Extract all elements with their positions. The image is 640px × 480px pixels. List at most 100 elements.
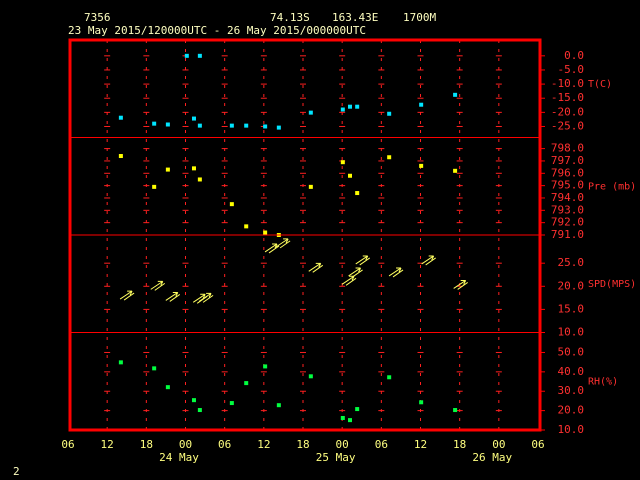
point (453, 168, 458, 173)
y-tick-label: 793.0 (551, 203, 584, 216)
page-number: 2 (13, 465, 20, 478)
point (165, 122, 170, 127)
point (197, 177, 202, 182)
point (348, 104, 352, 109)
y-tick-label: 10.0 (558, 326, 585, 339)
point (355, 104, 360, 109)
point (453, 92, 458, 97)
point (340, 415, 345, 420)
x-tick-label: 12 (414, 438, 427, 451)
y-axis-label: Pre (mb) (588, 181, 636, 192)
wind-arrow (308, 262, 324, 273)
y-tick-label: -5.0 (558, 63, 585, 76)
point (191, 116, 196, 121)
day-label: 26 May (472, 451, 512, 464)
point (197, 408, 202, 413)
x-tick-label: 06 (61, 438, 74, 451)
wind-arrow (192, 293, 208, 304)
x-tick-label: 00 (336, 438, 349, 451)
x-tick-label: 06 (531, 438, 544, 451)
y-tick-label: 791.0 (551, 228, 584, 241)
point (118, 115, 123, 120)
point (197, 123, 202, 128)
x-tick-label: 12 (257, 438, 270, 451)
wind-arrow (341, 275, 357, 286)
point (276, 403, 281, 408)
y-tick-label: 792.0 (551, 216, 584, 229)
point (244, 381, 249, 386)
y-tick-label: -15.0 (551, 91, 584, 104)
point (191, 398, 196, 403)
y-axis-label: RH(%) (588, 376, 618, 387)
wind-arrow (150, 280, 166, 291)
y-tick-label: 40.0 (558, 365, 585, 378)
frame (68, 38, 542, 432)
point (263, 230, 268, 235)
y-tick-label: 797.0 (551, 154, 584, 167)
station: 7356 (84, 11, 111, 24)
point (229, 401, 234, 406)
y-tick-label: 0.0 (564, 49, 584, 62)
wind-arrow (421, 255, 436, 266)
point (152, 366, 157, 371)
point (244, 224, 249, 229)
y-tick-label: 25.0 (558, 256, 585, 269)
point (229, 123, 234, 128)
point (184, 53, 189, 58)
x-tick-label: 00 (492, 438, 505, 451)
y-axis-label: T(C) (588, 79, 612, 90)
point (340, 107, 345, 112)
point (348, 173, 352, 178)
point (118, 154, 123, 159)
point (165, 385, 170, 390)
point (229, 202, 234, 207)
point (191, 166, 196, 171)
y-tick-label: -20.0 (551, 105, 584, 118)
point (348, 418, 352, 423)
day-label: 24 May (159, 451, 199, 464)
wind-arrow (275, 238, 291, 249)
point (387, 111, 392, 116)
x-tick-label: 12 (101, 438, 114, 451)
latitude: 74.13S (270, 11, 310, 24)
point (152, 121, 157, 126)
x-tick-label: 18 (140, 438, 153, 451)
x-tick-label: 06 (218, 438, 231, 451)
wind-arrow (453, 279, 468, 290)
y-tick-label: 30.0 (558, 384, 585, 397)
point (263, 364, 268, 369)
wind-arrow (165, 291, 181, 302)
point (165, 167, 170, 172)
y-tick-label: 798.0 (551, 142, 584, 155)
elevation: 1700M (403, 11, 436, 24)
y-axis-label: SPD(MPS) (588, 279, 636, 290)
y-tick-label: 20.0 (558, 279, 585, 292)
period: 23 May 2015/120000UTC - 26 May 2015/0000… (68, 24, 366, 37)
wind-arrow (198, 292, 214, 303)
x-tick-label: 06 (375, 438, 388, 451)
y-tick-label: 795.0 (551, 179, 584, 192)
wind-arrow (119, 290, 135, 301)
point (276, 125, 281, 130)
point (387, 375, 392, 380)
point (308, 110, 313, 115)
y-tick-label: -25.0 (551, 119, 584, 132)
point (340, 160, 345, 165)
x-tick-label: 18 (453, 438, 466, 451)
x-tick-label: 18 (296, 438, 309, 451)
wind-arrow (348, 267, 363, 278)
wind-arrow (355, 255, 371, 266)
y-tick-label: 10.0 (558, 423, 585, 436)
point (263, 124, 268, 129)
point (387, 155, 392, 160)
point (355, 407, 360, 412)
point (152, 184, 157, 189)
point (197, 53, 202, 58)
y-tick-label: 796.0 (551, 166, 584, 179)
y-tick-label: 794.0 (551, 191, 584, 204)
longitude: 163.43E (332, 11, 378, 24)
x-tick-label: 00 (179, 438, 192, 451)
y-tick-label: 20.0 (558, 404, 585, 417)
point (244, 123, 249, 128)
